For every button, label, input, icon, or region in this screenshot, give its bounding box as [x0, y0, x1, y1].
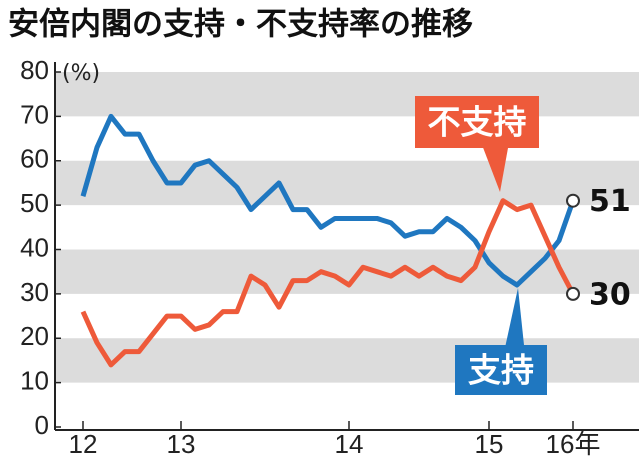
y-tick-label: 70 — [20, 99, 49, 129]
x-tick-label: 12 — [69, 429, 98, 459]
series-line — [80, 113, 576, 288]
y-tick-label: 0 — [35, 410, 49, 440]
chart-title: 安倍内閣の支持・不支持率の推移 — [8, 7, 473, 43]
y-tick-label: 30 — [20, 277, 49, 307]
end-label: 51 — [589, 184, 631, 219]
y-tick-label: 50 — [20, 188, 49, 218]
legend-label: 支持 — [468, 351, 534, 390]
callout-box — [415, 96, 539, 148]
end-marker — [566, 193, 580, 208]
background — [55, 72, 639, 383]
end-marker — [566, 286, 580, 301]
y-tick-label: 20 — [20, 321, 49, 351]
legend-label: 不支持 — [428, 103, 527, 142]
x-tick-label: 14 — [335, 429, 364, 459]
y-tick-label: 60 — [20, 144, 49, 174]
y-tick-label: 80 — [20, 55, 49, 85]
y-unit: (%) — [62, 61, 100, 86]
x-tick-label: 16年 — [546, 429, 601, 459]
callout-box — [455, 345, 547, 395]
series-line — [80, 198, 576, 368]
y-tick-label: 10 — [20, 366, 49, 396]
grid-band — [55, 160, 639, 206]
callout-pointer — [483, 148, 508, 192]
grid-band — [55, 72, 639, 117]
y-tick-label: 40 — [20, 232, 49, 262]
x-tick-label: 15 — [475, 429, 504, 459]
x-tick-label: 13 — [167, 429, 196, 459]
callout-pointer — [505, 288, 524, 345]
end-label: 30 — [589, 277, 631, 312]
